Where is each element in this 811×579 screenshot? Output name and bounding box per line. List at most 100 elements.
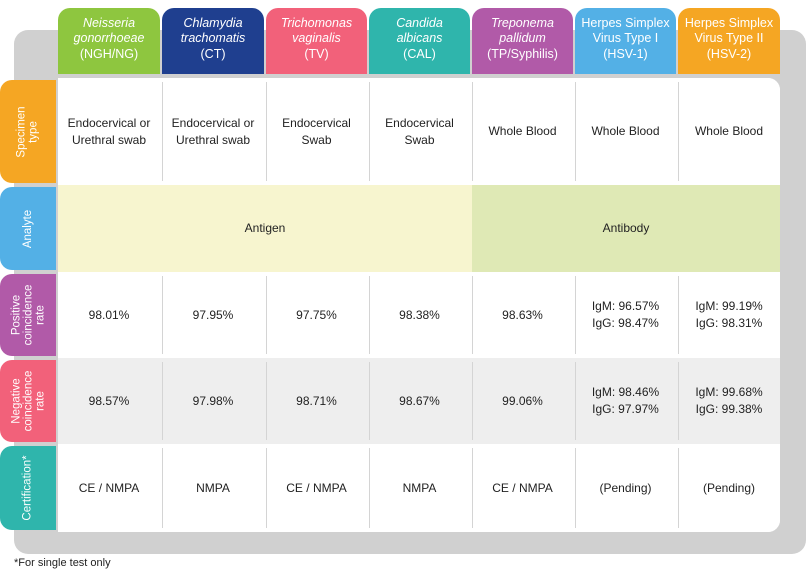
table-cell: IgM: 98.46% IgG: 97.97% [575,358,676,444]
column-divider [678,362,679,440]
cell-line: IgM: 96.57% [591,299,660,313]
cell-line: IgG: 97.97% [592,402,659,416]
table-cell: NMPA [162,444,264,532]
table-cell: 98.01% [58,272,160,358]
column-header-line: (HSV-1) [603,47,648,61]
column-header-line: Virus Type II [694,31,764,45]
analyte-antigen: Antigen [58,185,472,272]
column-header-line: (CT) [200,47,226,61]
cell-line: IgM: 99.19% [695,299,763,313]
column-divider [575,448,576,528]
table-cell: Whole Blood [678,78,780,185]
column-header-line: pallidum [499,31,546,45]
cell-line: 99.06% [502,393,543,408]
column-divider [472,362,473,440]
table-cell: (Pending) [678,444,780,532]
column-header-line: (NGH/NG) [79,47,139,61]
column-divider [369,82,370,181]
row-band-positive [58,272,780,358]
table-cell: 99.06% [472,358,573,444]
cell-line: Endocervical [385,115,454,130]
column-divider [575,82,576,181]
cell-line: 98.67% [399,393,440,408]
table-cell: NMPA [369,444,470,532]
cell-line: Swab [301,132,332,147]
column-divider [266,82,267,181]
column-divider [162,82,163,181]
column-header-7: Herpes Simplex Virus Type II (HSV-2) [678,8,780,74]
table-cell: 98.63% [472,272,573,358]
column-header-line: Neisseria [82,16,136,30]
column-header-line: vaginalis [292,31,341,45]
column-divider [678,82,679,181]
column-header-4: Candida albicans (CAL) [369,8,470,74]
column-divider [369,276,370,354]
table-cell: 98.38% [369,272,470,358]
row-label-analyte: Analyte [0,187,56,270]
column-divider [266,362,267,440]
table-cell: 97.75% [266,272,367,358]
cell-line: 98.01% [88,307,130,322]
column-header-3: Trichomonas vaginalis (TV) [266,8,367,74]
column-header-line: (TP/Syphilis) [487,47,558,61]
cell-line: CE / NMPA [492,480,553,495]
row-label-text: Positive coincidence rate [10,284,47,346]
column-header-line: Trichomonas [280,16,353,30]
column-divider [266,276,267,354]
table-cell: IgM: 96.57% IgG: 98.47% [575,272,676,358]
cell-line: 97.75% [296,307,337,322]
table-cell: Endocervical Swab [369,78,470,185]
table-cell: 98.57% [58,358,160,444]
cell-line: (Pending) [702,480,756,495]
footnote: *For single test only [14,557,111,569]
table-cell: IgM: 99.19% IgG: 98.31% [678,272,780,358]
cell-line: 98.71% [296,393,337,408]
cell-line: Urethral swab [175,132,251,147]
cell-line: CE / NMPA [78,480,140,495]
cell-line: Whole Blood [694,124,764,138]
row-label-positive: Positive coincidence rate [0,274,56,356]
cell-line: 97.98% [192,393,234,408]
column-header-line: gonorrhoeae [73,31,145,45]
row-band-specimen [58,78,780,185]
cell-line: IgG: 99.38% [695,402,763,416]
cell-line: Endocervical or [171,115,255,130]
table-cell: Endocervical or Urethral swab [58,78,160,185]
cell-line: Endocervical or [67,115,151,130]
column-divider [162,276,163,354]
row-label-negative: Negative coincidence rate [0,360,56,442]
column-divider [472,448,473,528]
row-band-negative [58,358,780,444]
column-header-line: Treponema [491,16,554,30]
cell-line: IgM: 98.46% [591,385,660,399]
table-cell: 98.67% [369,358,470,444]
table-cell: (Pending) [575,444,676,532]
column-header-line: Chlamydia [183,16,243,30]
column-divider [575,362,576,440]
cell-line: Endocervical [282,115,351,130]
row-label-text: Negative coincidence rate [10,370,47,432]
column-header-line: (CAL) [403,47,436,61]
cell-line: IgM: 99.68% [695,385,763,399]
row-label-cert: Certification* [0,446,56,530]
column-header-line: (TV) [304,47,329,61]
column-header-line: (HSV-2) [706,47,752,61]
column-divider [162,448,163,528]
column-header-5: Treponema pallidum (TP/Syphilis) [472,8,573,74]
column-header-line: Herpes Simplex [581,16,670,30]
column-divider [472,82,473,181]
row-label-text: Specimen type [15,105,40,158]
column-header-line: Candida [396,16,443,30]
cell-line: IgG: 98.31% [695,316,763,330]
cell-line: NMPA [402,480,437,495]
table-cell: Whole Blood [472,78,573,185]
cell-line: CE / NMPA [286,480,347,495]
row-label-text: Certification* [22,455,35,521]
column-header-line: trachomatis [180,31,246,45]
row-band-cert [58,444,780,532]
column-header-line: Virus Type I [592,31,659,45]
table-cell: 97.98% [162,358,264,444]
column-header-6: Herpes Simplex Virus Type I (HSV-1) [575,8,676,74]
cell-line: Whole Blood [591,124,660,138]
column-divider [162,362,163,440]
